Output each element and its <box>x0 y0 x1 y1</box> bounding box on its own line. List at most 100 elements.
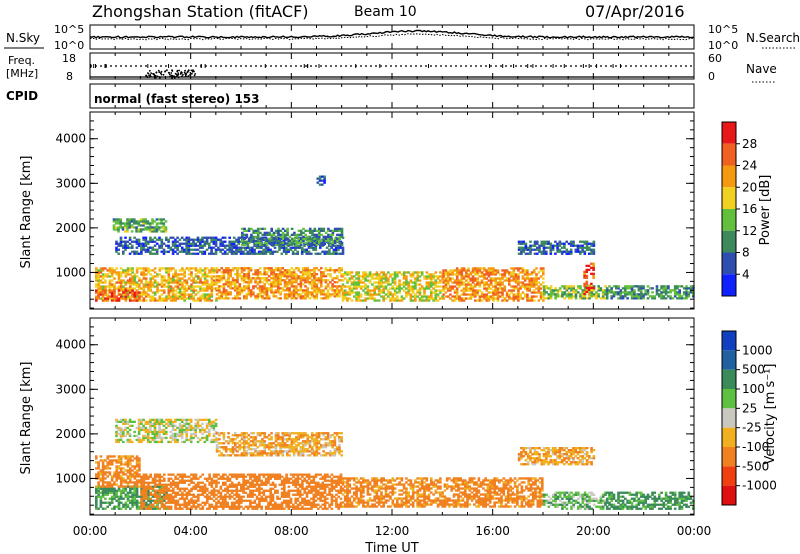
heatmap-cell <box>333 271 337 274</box>
heatmap-cell <box>590 282 593 285</box>
heatmap-cell <box>474 273 477 276</box>
heatmap-cell <box>142 218 145 221</box>
heatmap-cell <box>167 495 171 498</box>
heatmap-cell <box>228 477 232 480</box>
heatmap-cell <box>164 226 168 229</box>
heatmap-cell <box>474 299 477 302</box>
heatmap-cell <box>340 233 344 236</box>
freq-point <box>178 69 181 72</box>
heatmap-cell <box>142 236 145 239</box>
heatmap-cell <box>318 239 321 242</box>
heatmap-cell <box>624 291 627 294</box>
heatmap-cell <box>95 507 98 510</box>
heatmap-cell <box>263 285 266 288</box>
heatmap-cell <box>203 242 207 245</box>
heatmap-cell <box>169 269 173 272</box>
heatmap-cell <box>140 481 143 484</box>
heatmap-cell <box>687 291 691 294</box>
heatmap-cell <box>124 273 128 276</box>
heatmap-cell <box>380 279 383 282</box>
heatmap-cell <box>208 244 211 247</box>
heatmap-cell <box>306 295 309 298</box>
heatmap-cell <box>318 183 322 186</box>
heatmap-cell <box>540 242 544 245</box>
heatmap-cell <box>465 297 468 300</box>
heatmap-cell <box>313 275 316 278</box>
heatmap-cell <box>275 235 278 238</box>
heatmap-cell <box>245 273 248 276</box>
heatmap-cell <box>537 287 541 290</box>
heatmap-cell <box>676 291 679 294</box>
heatmap-cell <box>407 281 410 284</box>
heatmap-cell <box>248 252 252 255</box>
heatmap-cell <box>409 299 413 302</box>
heatmap-cell <box>151 277 155 280</box>
heatmap-cell <box>144 501 148 504</box>
heatmap-cell <box>676 285 679 288</box>
heatmap-cell <box>583 295 587 298</box>
heatmap-cell <box>630 287 634 290</box>
heatmap-cell <box>455 273 459 276</box>
power-ytick-label: 2000 <box>55 221 86 235</box>
heatmap-cell <box>235 483 239 486</box>
heatmap-cell <box>335 277 339 280</box>
heatmap-cell <box>301 275 305 278</box>
heatmap-cell <box>133 457 137 460</box>
heatmap-cell <box>97 465 100 468</box>
heatmap-cell <box>240 495 243 498</box>
heatmap-cell <box>587 284 591 287</box>
heatmap-cell <box>432 273 435 276</box>
heatmap-cell <box>318 175 322 178</box>
heatmap-cell <box>227 281 230 284</box>
heatmap-cell <box>206 293 209 296</box>
heatmap-cell <box>222 271 226 274</box>
heatmap-cell <box>678 295 681 298</box>
heatmap-cell <box>270 267 273 270</box>
heatmap-cell <box>221 242 225 245</box>
heatmap-cell <box>185 238 188 241</box>
heatmap-cell <box>330 252 333 255</box>
power-colorbar-segment <box>722 187 736 209</box>
heatmap-cell <box>676 293 679 296</box>
heatmap-cell <box>288 287 291 290</box>
heatmap-cell <box>140 477 143 480</box>
heatmap-cell <box>311 269 314 272</box>
heatmap-cell <box>583 272 586 275</box>
heatmap-cell <box>293 233 296 236</box>
heatmap-cell <box>187 507 191 510</box>
heatmap-cell <box>543 287 546 290</box>
heatmap-cell <box>277 243 280 246</box>
heatmap-cell <box>117 457 121 460</box>
heatmap-cell <box>400 297 404 300</box>
heatmap-cell <box>290 239 294 242</box>
heatmap-cell <box>230 250 234 253</box>
heatmap-cell <box>261 243 264 246</box>
heatmap-cell <box>420 297 424 300</box>
heatmap-cell <box>382 271 385 274</box>
heatmap-cell <box>253 252 256 255</box>
heatmap-cell <box>583 290 586 293</box>
heatmap-cell <box>332 250 336 253</box>
heatmap-cell <box>496 281 500 284</box>
heatmap-cell <box>322 239 326 242</box>
heatmap-cell <box>236 269 239 272</box>
heatmap-cell <box>414 285 417 288</box>
heatmap-cell <box>258 291 262 294</box>
heatmap-cell <box>348 273 352 276</box>
heatmap-cell <box>194 487 198 490</box>
heatmap-cell <box>224 487 227 490</box>
heatmap-cell <box>286 271 289 274</box>
heatmap-cell <box>400 295 404 298</box>
heatmap-cell <box>246 244 250 247</box>
heatmap-cell <box>201 281 205 284</box>
heatmap-cell <box>682 287 686 290</box>
heatmap-cell <box>439 297 442 300</box>
heatmap-cell <box>312 248 315 251</box>
heatmap-cell <box>147 481 150 484</box>
heatmap-cell <box>95 489 98 492</box>
heatmap-cell <box>214 240 218 243</box>
heatmap-cell <box>231 281 235 284</box>
heatmap-cell <box>239 246 243 249</box>
heatmap-cell <box>517 277 520 280</box>
heatmap-cell <box>398 287 401 290</box>
